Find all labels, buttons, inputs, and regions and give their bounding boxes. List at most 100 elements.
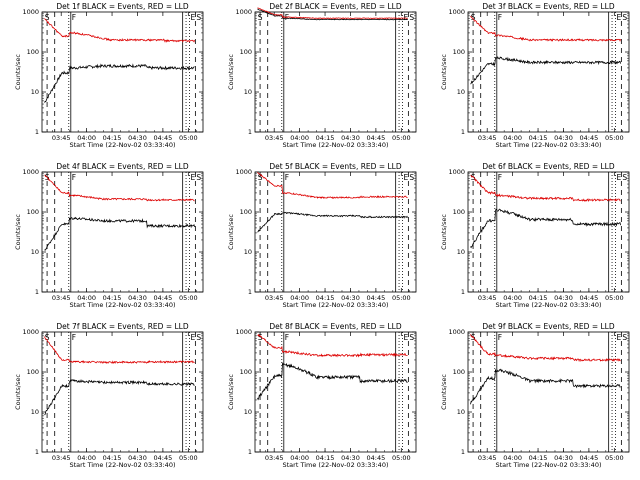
marker-f: F xyxy=(498,173,502,182)
x-axis-label: Start Time (22-Nov-02 03:33:40) xyxy=(283,141,389,149)
marker-e: E xyxy=(403,173,408,182)
series-events-line xyxy=(257,361,408,401)
chart-title: Det 9f BLACK = Events, RED = LLD xyxy=(482,322,615,331)
x-tick-label: 04:00 xyxy=(77,134,96,142)
y-tick-label: 1 xyxy=(461,128,465,136)
y-tick-label: 100 xyxy=(453,208,465,216)
y-tick-label: 100 xyxy=(240,368,252,376)
y-axis-label: Counts/sec xyxy=(14,214,22,250)
marker-s-end: S xyxy=(196,173,201,182)
chart-title: Det 1f BLACK = Events, RED = LLD xyxy=(56,2,189,11)
x-tick-label: 04:15 xyxy=(529,134,548,142)
x-tick-label: 04:30 xyxy=(341,454,360,462)
marker-s-end: S xyxy=(409,13,414,22)
y-tick-label: 1000 xyxy=(235,328,252,336)
y-tick-label: 1 xyxy=(248,448,252,456)
y-tick-label: 10 xyxy=(31,408,39,416)
y-axis-label: Counts/sec xyxy=(227,374,235,410)
marker-f: F xyxy=(72,13,76,22)
y-tick-label: 1 xyxy=(461,288,465,296)
y-tick-label: 100 xyxy=(453,368,465,376)
x-tick-label: 04:00 xyxy=(290,294,309,302)
x-tick-label: 04:00 xyxy=(503,134,522,142)
y-tick-label: 10 xyxy=(31,248,39,256)
marker-s-end: S xyxy=(196,13,201,22)
y-axis-label: Counts/sec xyxy=(440,54,448,90)
y-tick-label: 1000 xyxy=(235,8,252,16)
chart-title: Det 7f BLACK = Events, RED = LLD xyxy=(56,322,189,331)
marker-s-start: S xyxy=(258,333,263,342)
series-lld-line xyxy=(257,333,408,358)
detector-panel-2: Det 2f BLACK = Events, RED = LLD 1 10 100 10… xyxy=(213,0,426,160)
marker-e: E xyxy=(403,13,408,22)
x-axis-label: Start Time (22-Nov-02 03:33:40) xyxy=(283,301,389,309)
y-axis-label: Counts/sec xyxy=(440,214,448,250)
x-tick-label: 04:30 xyxy=(554,294,573,302)
series-events-line xyxy=(44,379,195,416)
y-tick-label: 10 xyxy=(457,248,465,256)
series-events-line xyxy=(257,211,408,233)
x-tick-label: 04:45 xyxy=(154,134,173,142)
marker-e: E xyxy=(190,13,195,22)
y-tick-label: 1 xyxy=(35,288,39,296)
y-tick-label: 1000 xyxy=(22,168,39,176)
series-events-line xyxy=(470,368,621,405)
x-tick-label: 05:00 xyxy=(392,454,411,462)
chart-title: Det 6f BLACK = Events, RED = LLD xyxy=(482,162,615,171)
series-events-line xyxy=(44,63,195,103)
x-tick-label: 03:45 xyxy=(478,454,497,462)
y-tick-label: 1000 xyxy=(448,8,465,16)
x-tick-label: 04:45 xyxy=(367,294,386,302)
x-axis-label: Start Time (22-Nov-02 03:33:40) xyxy=(70,461,176,469)
plot-frame xyxy=(41,11,204,133)
x-axis-label: Start Time (22-Nov-02 03:33:40) xyxy=(70,141,176,149)
x-axis-label: Start Time (22-Nov-02 03:33:40) xyxy=(283,461,389,469)
y-axis-label: Counts/sec xyxy=(227,54,235,90)
marker-s-end: S xyxy=(196,333,201,342)
marker-e: E xyxy=(616,333,621,342)
x-tick-label: 04:15 xyxy=(103,454,122,462)
x-tick-label: 04:45 xyxy=(154,294,173,302)
x-tick-label: 03:45 xyxy=(52,134,71,142)
y-tick-label: 100 xyxy=(27,368,39,376)
y-tick-label: 10 xyxy=(244,408,252,416)
x-axis-label: Start Time (22-Nov-02 03:33:40) xyxy=(496,461,602,469)
series-lld-line xyxy=(470,15,621,42)
x-tick-label: 04:45 xyxy=(367,134,386,142)
x-tick-label: 04:45 xyxy=(154,454,173,462)
marker-s-start: S xyxy=(258,173,263,182)
marker-f: F xyxy=(285,333,289,342)
marker-s-start: S xyxy=(45,13,50,22)
chart-title: Det 2f BLACK = Events, RED = LLD xyxy=(269,2,402,11)
y-tick-label: 1000 xyxy=(448,168,465,176)
marker-f: F xyxy=(285,13,289,22)
panel-svg: Det 4f BLACK = Events, RED = LLD 1 10 100 10… xyxy=(14,162,204,309)
x-tick-label: 05:00 xyxy=(179,134,198,142)
y-tick-label: 10 xyxy=(457,88,465,96)
y-tick-label: 1000 xyxy=(235,168,252,176)
marker-s-start: S xyxy=(258,13,263,22)
plot-frame xyxy=(254,331,417,453)
marker-e: E xyxy=(403,333,408,342)
series-lld-line xyxy=(257,171,408,199)
x-tick-label: 05:00 xyxy=(392,294,411,302)
x-tick-label: 04:15 xyxy=(103,134,122,142)
x-tick-label: 04:30 xyxy=(554,454,573,462)
x-tick-label: 04:15 xyxy=(316,134,335,142)
marker-s-start: S xyxy=(471,13,476,22)
chart-title: Det 3f BLACK = Events, RED = LLD xyxy=(482,2,615,11)
marker-e: E xyxy=(616,173,621,182)
plot-frame xyxy=(467,171,630,293)
panel-svg: Det 6f BLACK = Events, RED = LLD 1 10 100 10… xyxy=(440,162,630,309)
x-tick-label: 04:30 xyxy=(128,454,147,462)
x-tick-label: 03:45 xyxy=(478,294,497,302)
y-tick-label: 10 xyxy=(457,408,465,416)
x-tick-label: 04:45 xyxy=(580,134,599,142)
x-tick-label: 04:00 xyxy=(503,454,522,462)
marker-f: F xyxy=(285,173,289,182)
x-tick-label: 03:45 xyxy=(265,294,284,302)
x-tick-label: 04:30 xyxy=(554,134,573,142)
y-axis-label: Counts/sec xyxy=(14,54,22,90)
x-tick-label: 04:30 xyxy=(341,134,360,142)
series-events-line xyxy=(470,56,621,85)
